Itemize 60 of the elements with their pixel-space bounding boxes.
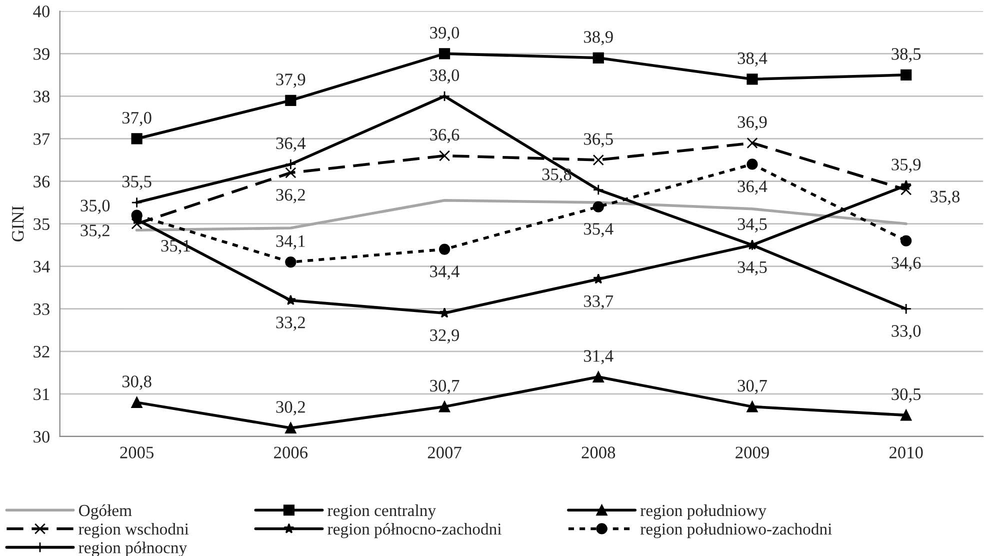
data-label: 34,5 <box>738 261 767 276</box>
data-label: 37,0 <box>122 112 152 126</box>
data-label: 36,4 <box>276 137 306 152</box>
data-label: 35,2 <box>80 224 110 239</box>
data-label: 34,6 <box>892 257 921 272</box>
x-tick-label: 2007 <box>428 446 462 458</box>
data-label: 30,8 <box>122 376 152 390</box>
y-axis-title: GINI <box>12 206 24 242</box>
x-tick-label: 2005 <box>120 446 154 458</box>
legend-label: region centralny <box>328 504 436 520</box>
data-label: 35,9 <box>892 158 921 173</box>
data-label: 35,0 <box>80 200 110 214</box>
y-tick-label: 33 <box>34 303 50 316</box>
y-tick-label: 40 <box>33 6 50 18</box>
data-label: 34,4 <box>430 266 460 280</box>
legend-label: region południowy <box>640 504 766 520</box>
data-label: 35,4 <box>584 223 614 238</box>
y-tick-label: 39 <box>34 48 50 60</box>
data-label: 30,7 <box>738 380 767 394</box>
data-label: 37,9 <box>276 74 306 88</box>
data-label: 36,9 <box>738 116 767 130</box>
data-label: 38,0 <box>430 69 460 84</box>
data-label: 35,1 <box>161 240 190 254</box>
data-label: 36,2 <box>276 189 305 204</box>
legend-label: region południowo-zachodni <box>640 522 832 538</box>
y-tick-label: 30 <box>34 430 50 443</box>
y-tick-label: 36 <box>34 176 50 188</box>
x-tick-label: 2010 <box>890 446 923 458</box>
x-tick-label: 2006 <box>274 446 308 458</box>
data-label: 34,1 <box>276 235 305 250</box>
legend-label: region wschodni <box>78 522 189 538</box>
data-label: 34,5 <box>738 218 767 232</box>
data-label: 38,9 <box>584 31 613 46</box>
data-label: 35,8 <box>542 168 572 183</box>
data-label: 31,4 <box>584 350 614 364</box>
data-label: 39,0 <box>430 26 460 42</box>
legend-label: Ogółem <box>79 504 132 520</box>
y-tick-label: 38 <box>34 90 50 102</box>
x-tick-label: 2008 <box>582 446 616 458</box>
data-label: 33,2 <box>276 316 305 331</box>
y-tick-label: 37 <box>34 133 50 145</box>
data-label: 35,5 <box>122 176 152 190</box>
data-label: 36,4 <box>738 180 768 195</box>
data-label: 32,9 <box>430 329 460 344</box>
data-label: 36,6 <box>430 128 460 144</box>
y-tick-label: 35 <box>34 218 50 230</box>
y-tick-label: 31 <box>34 388 50 400</box>
data-label: 35,8 <box>930 190 960 205</box>
data-label: 30,7 <box>430 380 460 394</box>
y-tick-label: 34 <box>34 260 50 273</box>
data-label: 33,0 <box>892 325 921 340</box>
data-label: 33,7 <box>584 295 614 310</box>
legend-label: region północno-zachodni <box>328 522 502 538</box>
data-label: 38,4 <box>738 52 768 67</box>
y-tick-label: 32 <box>34 346 50 358</box>
data-label: 30,5 <box>892 388 921 403</box>
x-tick-label: 2009 <box>736 446 769 458</box>
data-label: 36,5 <box>584 133 613 148</box>
data-label: 38,5 <box>892 48 921 62</box>
data-label: 30,2 <box>276 401 305 416</box>
